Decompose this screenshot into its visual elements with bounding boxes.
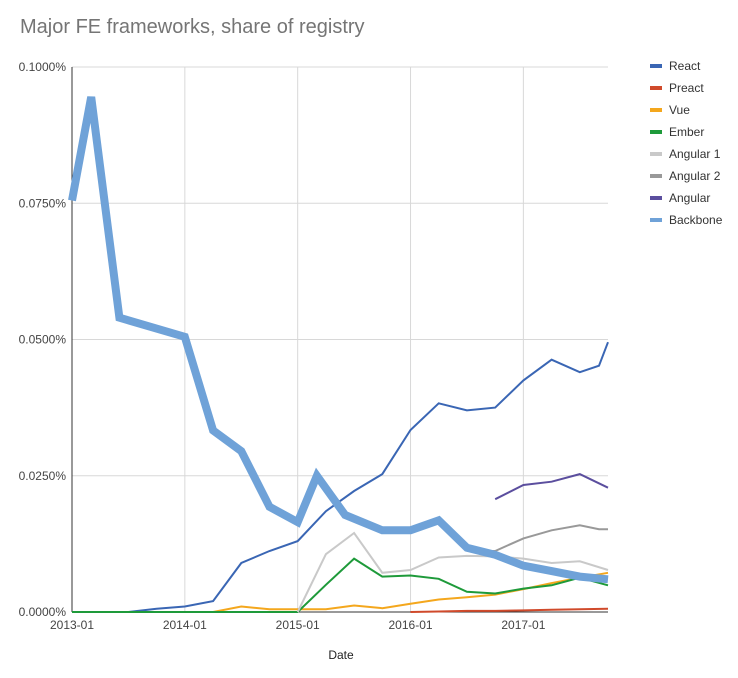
legend-label: Vue (669, 103, 690, 117)
legend-label: Backbone (669, 213, 723, 227)
series-line-backbone (68, 96, 609, 584)
legend-item-angular-2: Angular 2 (650, 169, 721, 183)
series-lines (68, 96, 609, 613)
y-tick-label: 0.0500% (19, 333, 67, 347)
tick-labels: 0.0000% 0.0250% 0.0500% 0.0750% 0.1000% 2013-… (19, 60, 546, 632)
series-line-angular-1 (296, 531, 609, 613)
series-line-vue (72, 571, 609, 613)
legend-item-angular: Angular (650, 191, 710, 205)
y-tick-label: 0.1000% (19, 60, 67, 74)
legend-label: React (669, 59, 701, 73)
series-line-react (72, 341, 609, 613)
x-axis-title: Date (328, 648, 354, 662)
legend-label: Ember (669, 125, 704, 139)
legend-item-ember: Ember (650, 125, 704, 139)
legend-label: Angular 2 (669, 169, 721, 183)
x-tick-label: 2014-01 (163, 618, 207, 632)
chart-title: Major FE frameworks, share of registry (20, 16, 365, 38)
x-tick-label: 2013-01 (50, 618, 94, 632)
grid-lines (72, 66, 608, 612)
legend-item-vue: Vue (650, 103, 690, 117)
series-line-angular-2 (466, 524, 608, 552)
legend-label: Preact (669, 81, 704, 95)
legend-item-backbone: Backbone (650, 213, 723, 227)
legend: React Preact Vue Ember Angular 1 Angular 2 Ang… (650, 59, 723, 227)
y-tick-label: 0.0250% (19, 469, 67, 483)
series-line-angular (494, 473, 609, 501)
legend-item-angular-1: Angular 1 (650, 147, 721, 161)
legend-item-preact: Preact (650, 81, 704, 95)
legend-item-react: React (650, 59, 701, 73)
y-tick-label: 0.0750% (19, 196, 67, 210)
x-tick-label: 2015-01 (276, 618, 320, 632)
legend-label: Angular (669, 191, 710, 205)
y-tick-label: 0.0000% (19, 605, 67, 619)
series-line-preact (410, 607, 609, 613)
legend-label: Angular 1 (669, 147, 721, 161)
x-tick-label: 2016-01 (389, 618, 433, 632)
series-line-ember (72, 557, 609, 613)
x-tick-label: 2017-01 (501, 618, 545, 632)
